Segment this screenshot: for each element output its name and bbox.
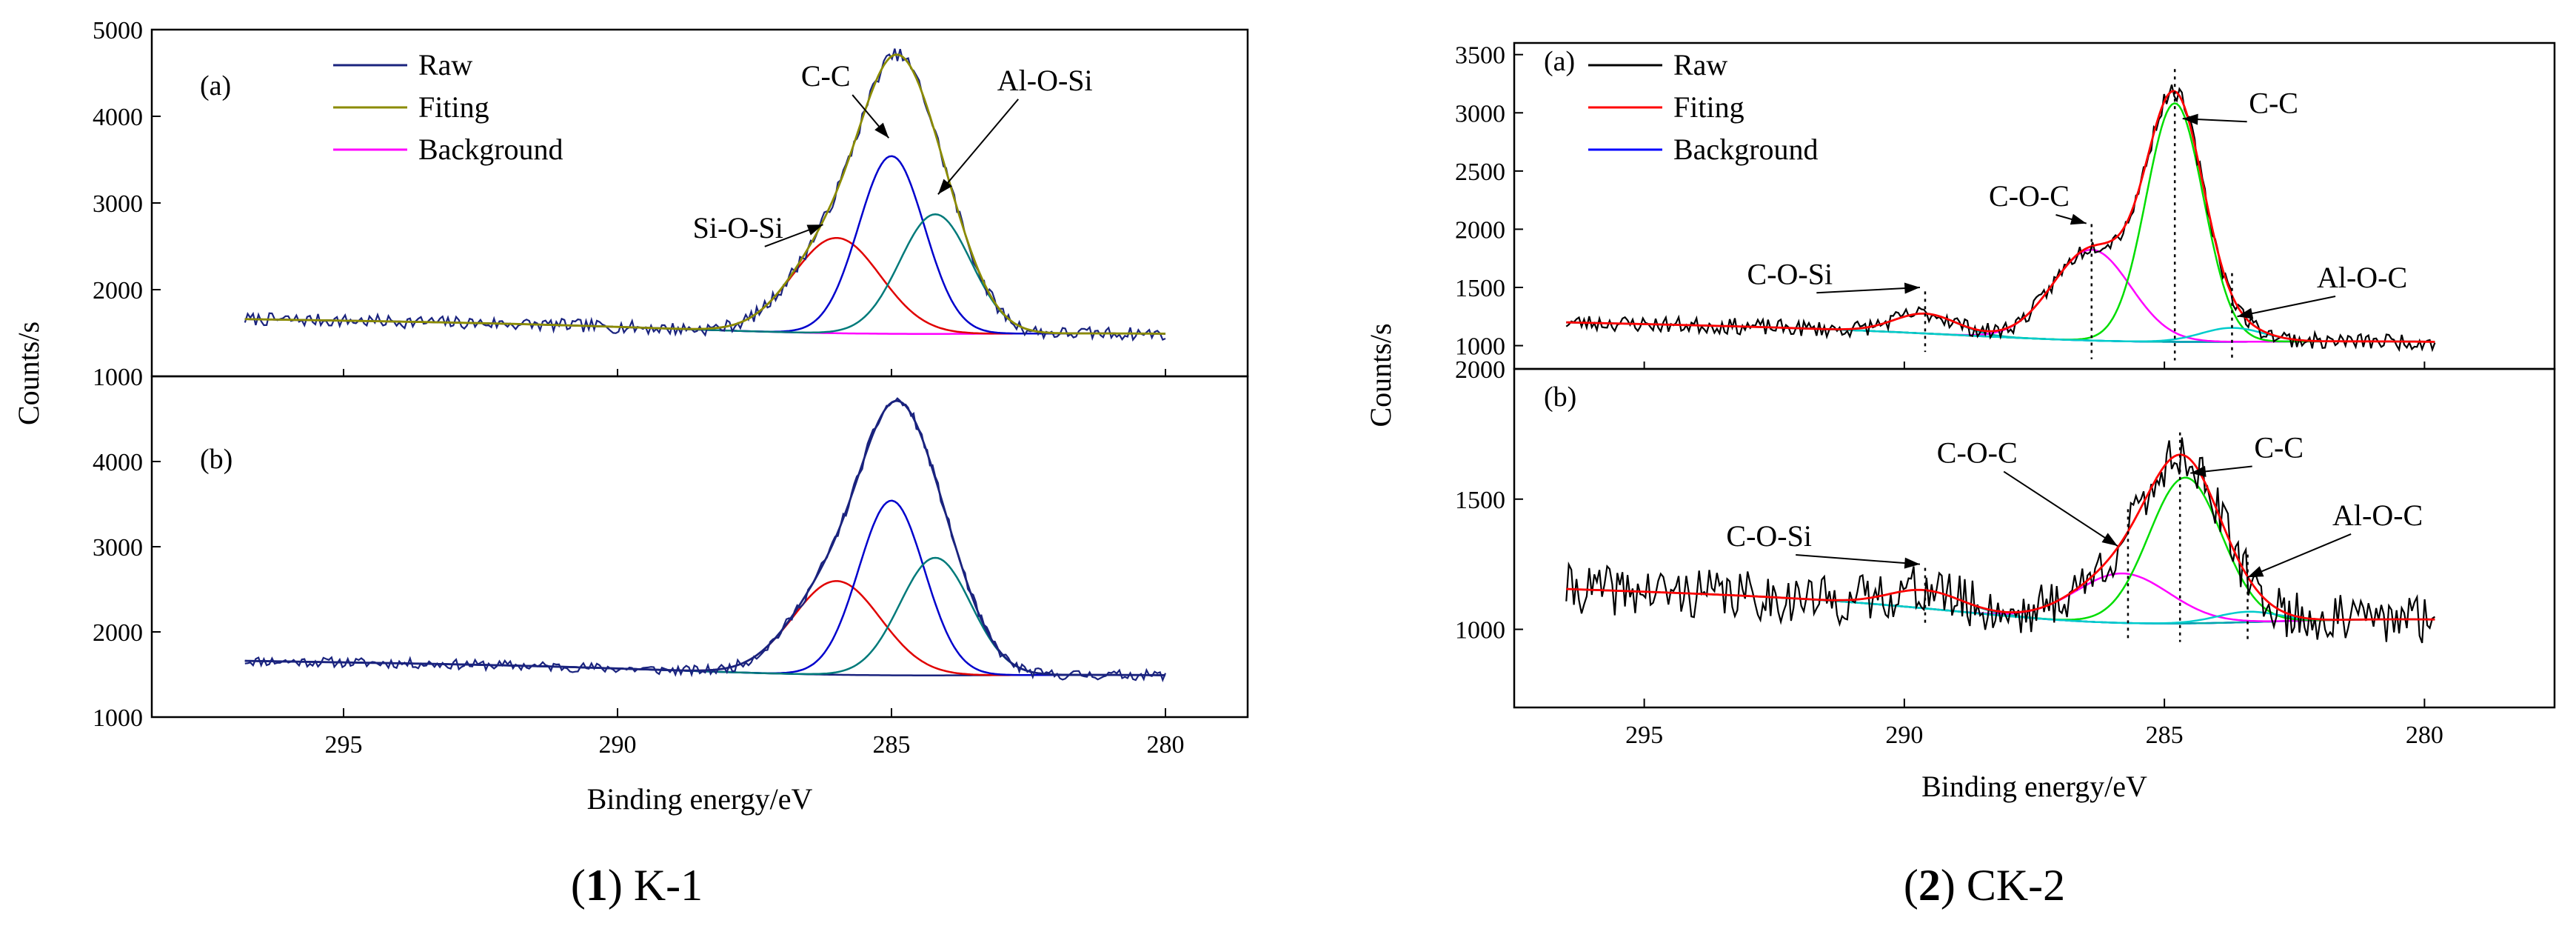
k1-panel-b-y-tick-label-1000: 1000 xyxy=(93,705,143,732)
ck2-x-tick-label-295: 295 xyxy=(1625,722,1663,749)
ck2-panel-a-annotation-arrow-head-0 xyxy=(1904,282,1920,294)
ck2-panel-b-annotation-arrow-head-3 xyxy=(2247,566,2264,578)
k1-panel-b-y-tick-label-3000: 3000 xyxy=(93,534,143,562)
k1-x-tick-label-285: 285 xyxy=(873,731,911,759)
ck2-panel-b-annotation-arrow-head-2 xyxy=(2190,465,2207,477)
caption-k1: (1) K-1 xyxy=(571,861,703,910)
k1-panel-a-y-tick-label-2000: 2000 xyxy=(93,277,143,304)
k1-panel-a-legend-label-2: Background xyxy=(418,133,563,166)
caption-k1-number: 1 xyxy=(586,861,608,910)
k1-panel-a-annotation-arrow-head-2 xyxy=(937,179,952,195)
k1-x-tick-label-295: 295 xyxy=(325,731,363,759)
k1-panel-b-fitting-line xyxy=(244,399,1165,676)
ck2-panel-a-annotation-arrow-head-1 xyxy=(2070,213,2087,225)
k1-panel-a-y-tick-label-1000: 1000 xyxy=(93,364,143,391)
ck2-x-axis-title: Binding energy/eV xyxy=(1921,770,2147,803)
ck2-y-axis-title: Counts/s xyxy=(1364,323,1397,427)
k1-panel-a-annotation-0: Si-O-Si xyxy=(693,211,783,244)
caption-k1-text: K-1 xyxy=(623,861,703,910)
k1-panel-b-peak-line-2 xyxy=(244,556,1165,676)
ck2-panel-b-annotation-arrow-head-0 xyxy=(1904,557,1920,569)
ck2-x-tick-label-285: 285 xyxy=(2146,722,2184,749)
ck2-panel-a-legend-label-2: Background xyxy=(1673,133,1819,166)
k1-panel-a-annotation-arrow-head-1 xyxy=(874,122,889,139)
k1-panel-a-y-tick-label-5000: 5000 xyxy=(93,17,143,44)
ck2-panel-b-fitting-line xyxy=(1566,453,2435,621)
ck2-panel-a-annotation-arrow-head-2 xyxy=(2182,113,2198,125)
k1-x-axis-title: Binding energy/eV xyxy=(587,782,813,816)
k1-panel-a-y-tick-label-4000: 4000 xyxy=(93,104,143,131)
ck2-panel-b-y-tick-label-2000: 2000 xyxy=(1455,356,1505,384)
caption-ck2-number: 2 xyxy=(1918,861,1941,910)
k1-panel-a-legend-label-1: Fiting xyxy=(418,90,489,124)
ck2-panel-b-annotation-0: C-O-Si xyxy=(1726,519,1812,553)
ck2-panel-a-annotation-arrow-head-3 xyxy=(2237,307,2254,319)
ck2-panel-a-annotation-2: C-C xyxy=(2249,86,2298,119)
ck2-panel-a-annotation-arrow-line-0 xyxy=(1816,287,1921,294)
k1-x-tick-label-280: 280 xyxy=(1147,731,1185,759)
k1-panel-a-annotation-1: C-C xyxy=(801,59,851,93)
ck2-panel-b-annotation-1: C-O-C xyxy=(1937,436,2018,470)
k1-panel-b-y-tick-label-2000: 2000 xyxy=(93,619,143,647)
k1-panel-b-y-tick-label-4000: 4000 xyxy=(93,449,143,476)
k1-y-axis-title: Counts/s xyxy=(12,322,45,425)
caption-ck2: (2) CK-2 xyxy=(1904,861,2065,910)
k1-panel-a-y-tick-label-3000: 3000 xyxy=(93,190,143,218)
ck2-panel-b: 1000 1500 2000 (b) C-O-Si C-O-C C-C Al-O-C xyxy=(1455,356,2556,709)
k1-panel-a-fitting-line xyxy=(244,53,1166,335)
k1-panel-a-peak-line-0 xyxy=(244,236,1166,335)
ck2-panel-b-frame xyxy=(1513,367,2556,709)
ck2-panel-a-y-tick-label-3000: 3000 xyxy=(1455,100,1505,127)
ck2-x-tick-label-280: 280 xyxy=(2406,722,2443,749)
ck2-panel-b-tag: (b) xyxy=(1544,382,1576,413)
ck2-panel-a-y-tick-label-1000: 1000 xyxy=(1455,333,1505,361)
k1-panel-a-peak-line-1 xyxy=(244,155,1166,335)
k1-panel-a-raw-line xyxy=(244,48,1166,342)
ck2-panel-b-y-tick-label-1000: 1000 xyxy=(1455,617,1505,644)
ck2-x-tick-label-290: 290 xyxy=(1885,722,1923,749)
ck2-panel-b-annotation-arrow-line-3 xyxy=(2247,533,2352,579)
k1-panel-b-peak-line-1 xyxy=(244,499,1165,676)
ck2-panel-a-annotation-arrow-line-3 xyxy=(2237,296,2336,318)
ck2-panel-a-tag: (a) xyxy=(1544,46,1575,77)
k1-panel-a: 1000 2000 3000 4000 5000 (a) Raw Fiting Backgrou… xyxy=(93,17,1249,391)
ck2-panel-a-y-tick-label-1500: 1500 xyxy=(1455,275,1505,302)
k1-panel-a-annotation-arrow-head-0 xyxy=(806,224,823,236)
k1-x-tick-label-290: 290 xyxy=(599,731,637,759)
k1-panel-a-legend-label-0: Raw xyxy=(418,48,472,81)
ck2-panel-a-legend-label-1: Fiting xyxy=(1673,90,1744,124)
ck2-panel-a-y-tick-label-3500: 3500 xyxy=(1455,42,1505,70)
caption-ck2-text: CK-2 xyxy=(1956,861,2065,910)
k1-panel-b-frame xyxy=(150,375,1249,719)
ck2-panel-a-peak-line-1 xyxy=(1566,248,2435,343)
ck2-panel-a-annotation-1: C-O-C xyxy=(1989,179,2070,213)
k1-panel-b-raw-line xyxy=(244,397,1167,683)
k1-panel-b-tag: (b) xyxy=(200,444,232,475)
k1-panel-a-annotation-2: Al-O-Si xyxy=(997,64,1093,97)
ck2-panel-b-annotation-arrow-line-1 xyxy=(2003,470,2118,547)
ck2-panel-a-y-tick-label-2500: 2500 xyxy=(1455,159,1505,186)
k1-panel-b: 1000 2000 3000 4000 (b) xyxy=(93,375,1249,732)
ck2-panel-a-legend-label-0: Raw xyxy=(1673,48,1727,81)
ck2-panel-b-y-tick-label-1500: 1500 xyxy=(1455,487,1505,514)
k1-panel-a-annotation-arrow-line-2 xyxy=(937,99,1019,195)
ck2-panel-a-annotation-3: Al-O-C xyxy=(2317,261,2407,294)
ck2-panel-b-annotation-2: C-C xyxy=(2254,431,2304,464)
ck2-panel-a-raw-line xyxy=(1565,84,2436,353)
ck2-panel-b-raw-line xyxy=(1565,437,2436,644)
ck2-panel-a-y-tick-label-2000: 2000 xyxy=(1455,216,1505,244)
ck2-panel-a-fitting-line xyxy=(1566,90,2435,343)
ck2-panel-b-annotation-arrow-head-1 xyxy=(2101,533,2118,547)
ck2-panel-a: 1000 1500 2000 2500 3000 3500 (a) Raw Fiting Back… xyxy=(1455,42,2556,370)
ck2-panel-b-annotation-3: Al-O-C xyxy=(2332,499,2423,532)
ck2-panel-b-annotation-arrow-line-0 xyxy=(1796,554,1921,565)
k1-panel-a-tag: (a) xyxy=(200,70,231,101)
ck2-panel-a-annotation-0: C-O-Si xyxy=(1747,257,1833,290)
